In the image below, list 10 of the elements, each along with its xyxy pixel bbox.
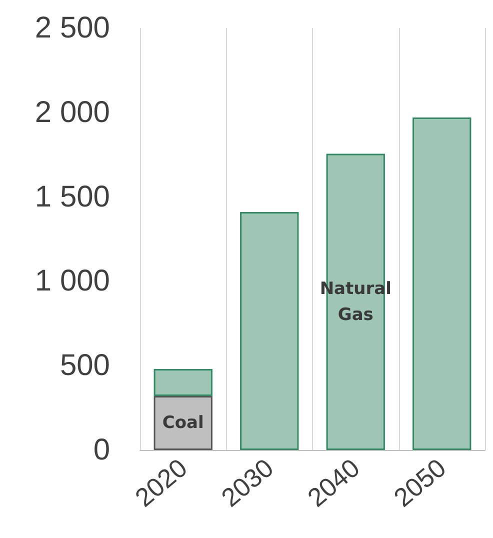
- y-tick-label: 1 500: [34, 180, 110, 214]
- y-tick-label: 1 000: [34, 264, 110, 298]
- bar: [412, 117, 472, 450]
- y-tick-label: 0: [93, 434, 110, 466]
- y-tick-label: 500: [60, 349, 110, 382]
- bar: [240, 212, 299, 450]
- series-label: Coal: [162, 412, 204, 433]
- bar: [154, 368, 212, 396]
- y-tick-label: 2 000: [34, 96, 110, 129]
- y-tick-label: 2 500: [34, 12, 110, 44]
